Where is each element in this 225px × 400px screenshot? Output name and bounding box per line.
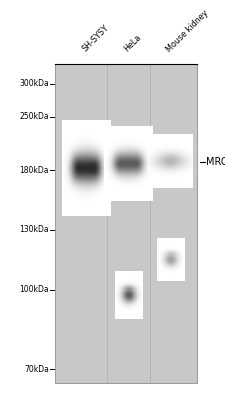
Text: MRC2: MRC2 <box>205 157 225 167</box>
Text: Mouse kidney: Mouse kidney <box>164 8 209 54</box>
Text: 100kDa: 100kDa <box>19 285 49 294</box>
Text: HeLa: HeLa <box>122 33 142 54</box>
Bar <box>55 64 196 383</box>
Text: 300kDa: 300kDa <box>19 79 49 88</box>
Text: 70kDa: 70kDa <box>24 365 49 374</box>
Text: 180kDa: 180kDa <box>19 166 49 175</box>
Text: 130kDa: 130kDa <box>19 225 49 234</box>
Text: 250kDa: 250kDa <box>19 112 49 122</box>
Text: SH-SYSY: SH-SYSY <box>80 24 110 54</box>
